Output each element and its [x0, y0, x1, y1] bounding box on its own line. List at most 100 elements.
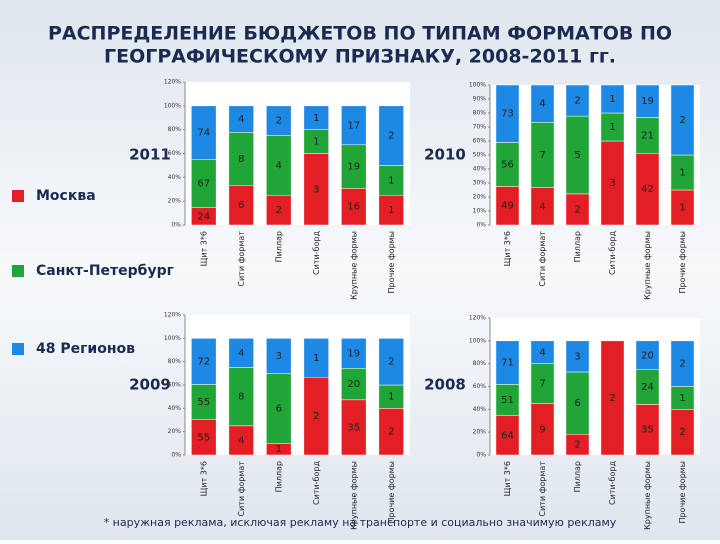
- x-tick-label: Щит 3*6: [199, 461, 208, 496]
- y-tick-label: 40%: [473, 406, 487, 413]
- y-tick-label: 80%: [168, 358, 182, 365]
- bar-segment: [228, 105, 254, 133]
- value-label: 2: [388, 357, 394, 368]
- bar-segment: [530, 84, 555, 123]
- value-label: 3: [276, 351, 282, 362]
- title-line: ГЕОГРАФИЧЕСКОМУ ПРИЗНАКУ, 2008-2011 гг.: [104, 46, 616, 68]
- bar-segment: [303, 376, 329, 456]
- value-label: 8: [238, 154, 244, 165]
- y-tick-label: 100%: [469, 82, 486, 89]
- y-tick-label: 40%: [473, 166, 487, 173]
- value-label: 3: [313, 184, 319, 195]
- y-tick-label: 60%: [473, 383, 487, 390]
- bar-segment: [565, 340, 590, 373]
- y-tick-label: 120%: [164, 79, 181, 86]
- bar-segment: [191, 419, 217, 456]
- value-label: 4: [238, 114, 244, 125]
- x-tick-label: Щит 3*6: [503, 461, 512, 496]
- bar-segment: [600, 84, 625, 114]
- y-tick-label: 100%: [164, 102, 181, 109]
- value-label: 67: [197, 178, 210, 189]
- year-label: 2009: [129, 376, 171, 394]
- bar-segment: [495, 84, 520, 143]
- bar-segment: [228, 425, 254, 456]
- bar-segment: [303, 153, 329, 226]
- x-tick-label: Сити-борд: [608, 461, 617, 505]
- value-label: 20: [347, 379, 360, 390]
- value-label: 4: [276, 160, 282, 171]
- x-tick-label: Крупные формы: [349, 461, 358, 530]
- legend-label: Москва: [36, 188, 96, 204]
- x-tick-label: Сити формат: [538, 461, 547, 517]
- bar-segment: [670, 340, 695, 387]
- x-tick-label: Пиллар: [573, 231, 582, 262]
- y-tick-label: 80%: [168, 126, 182, 133]
- y-tick-label: 90%: [473, 96, 487, 103]
- value-label: 1: [313, 353, 319, 364]
- x-tick-label: Пиллар: [274, 231, 283, 262]
- value-label: 24: [197, 211, 210, 222]
- value-label: 64: [501, 430, 514, 441]
- value-label: 5: [574, 150, 580, 161]
- y-tick-label: 40%: [168, 405, 182, 412]
- y-tick-label: 60%: [168, 382, 182, 389]
- bar-segment: [378, 408, 404, 456]
- value-label: 72: [197, 356, 210, 367]
- legend-label: Санкт-Петербург: [36, 263, 174, 279]
- value-label: 19: [347, 348, 360, 359]
- value-label: 2: [388, 427, 394, 438]
- value-label: 42: [641, 184, 654, 195]
- x-tick-label: Крупные формы: [643, 231, 652, 300]
- value-label: 2: [679, 359, 685, 370]
- value-label: 7: [539, 379, 545, 390]
- y-tick-label: 40%: [168, 174, 182, 181]
- value-label: 3: [609, 178, 615, 189]
- value-label: 4: [539, 99, 545, 110]
- value-label: 4: [539, 201, 545, 212]
- value-label: 8: [238, 392, 244, 403]
- value-label: 1: [609, 122, 615, 133]
- value-label: 2: [679, 427, 685, 438]
- bar-segment: [191, 159, 217, 208]
- bar-segment: [341, 188, 367, 226]
- y-tick-label: 0%: [171, 222, 181, 229]
- x-tick-label: Крупные формы: [643, 461, 652, 530]
- bar-segment: [635, 84, 660, 118]
- value-label: 73: [501, 109, 514, 120]
- x-tick-label: Сити-борд: [608, 231, 617, 275]
- plot-area: [490, 85, 700, 225]
- value-label: 4: [238, 435, 244, 446]
- x-tick-label: Сити-борд: [312, 231, 321, 275]
- value-label: 20: [641, 350, 654, 361]
- value-label: 1: [313, 137, 319, 148]
- title-line: РАСПРЕДЕЛЕНИЕ БЮДЖЕТОВ ПО ТИПАМ ФОРМАТОВ…: [48, 23, 672, 45]
- x-tick-label: Пиллар: [573, 461, 582, 492]
- y-tick-label: 60%: [473, 138, 487, 145]
- y-tick-label: 10%: [473, 208, 487, 215]
- bar-segment: [378, 194, 404, 226]
- y-tick-label: 20%: [168, 428, 182, 435]
- x-tick-label: Пиллар: [274, 461, 283, 492]
- value-label: 2: [276, 116, 282, 127]
- x-tick-label: Щит 3*6: [199, 231, 208, 266]
- value-label: 1: [276, 444, 282, 455]
- footnote: * наружная реклама, исключая рекламу на …: [104, 516, 617, 529]
- x-tick-label: Сити формат: [237, 461, 246, 517]
- bar-segment: [191, 105, 217, 160]
- plot-area: [185, 82, 410, 225]
- legend-swatch: [12, 343, 24, 355]
- bar-segment: [341, 144, 367, 189]
- value-label: 1: [388, 205, 394, 216]
- bar-segment: [303, 338, 329, 378]
- bar-segment: [378, 165, 404, 196]
- value-label: 2: [679, 115, 685, 126]
- y-tick-label: 30%: [473, 180, 487, 187]
- year-label: 2011: [129, 146, 171, 164]
- value-label: 35: [347, 422, 360, 433]
- x-tick-label: Щит 3*6: [503, 231, 512, 266]
- value-label: 24: [641, 382, 654, 393]
- value-label: 2: [276, 205, 282, 216]
- value-label: 17: [347, 120, 360, 131]
- value-label: 2: [574, 204, 580, 215]
